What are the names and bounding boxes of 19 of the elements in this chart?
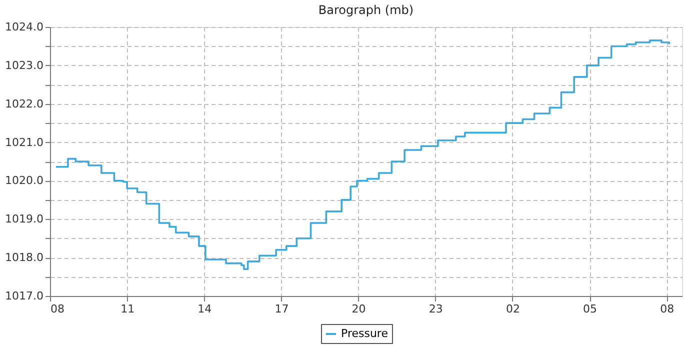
y-tick-label: 1017.0 <box>5 290 44 302</box>
x-tick-label: 08 <box>50 302 64 316</box>
x-tick-label: 17 <box>274 302 289 316</box>
y-tick-label: 1024.0 <box>5 20 44 34</box>
y-tick-label: 1023.0 <box>5 58 44 72</box>
x-tick-label: 02 <box>506 302 520 316</box>
x-tick-label: 20 <box>352 302 366 316</box>
y-tick-label: 1021.0 <box>5 136 44 149</box>
legend-label: Pressure <box>341 327 388 340</box>
y-tick-label: 1020.0 <box>5 174 44 188</box>
y-tick-label: 1022.0 <box>5 97 44 110</box>
x-tick-label: 11 <box>120 302 135 316</box>
x-tick-label: 05 <box>583 302 598 316</box>
chart-title: Barograph (mb) <box>318 3 414 17</box>
y-tick-label: 1019.0 <box>5 212 44 226</box>
x-tick-label: 23 <box>428 302 443 316</box>
x-tick-label: 14 <box>198 302 212 316</box>
y-tick-label: 1018.0 <box>5 251 44 264</box>
x-tick-label: 08 <box>660 302 674 316</box>
